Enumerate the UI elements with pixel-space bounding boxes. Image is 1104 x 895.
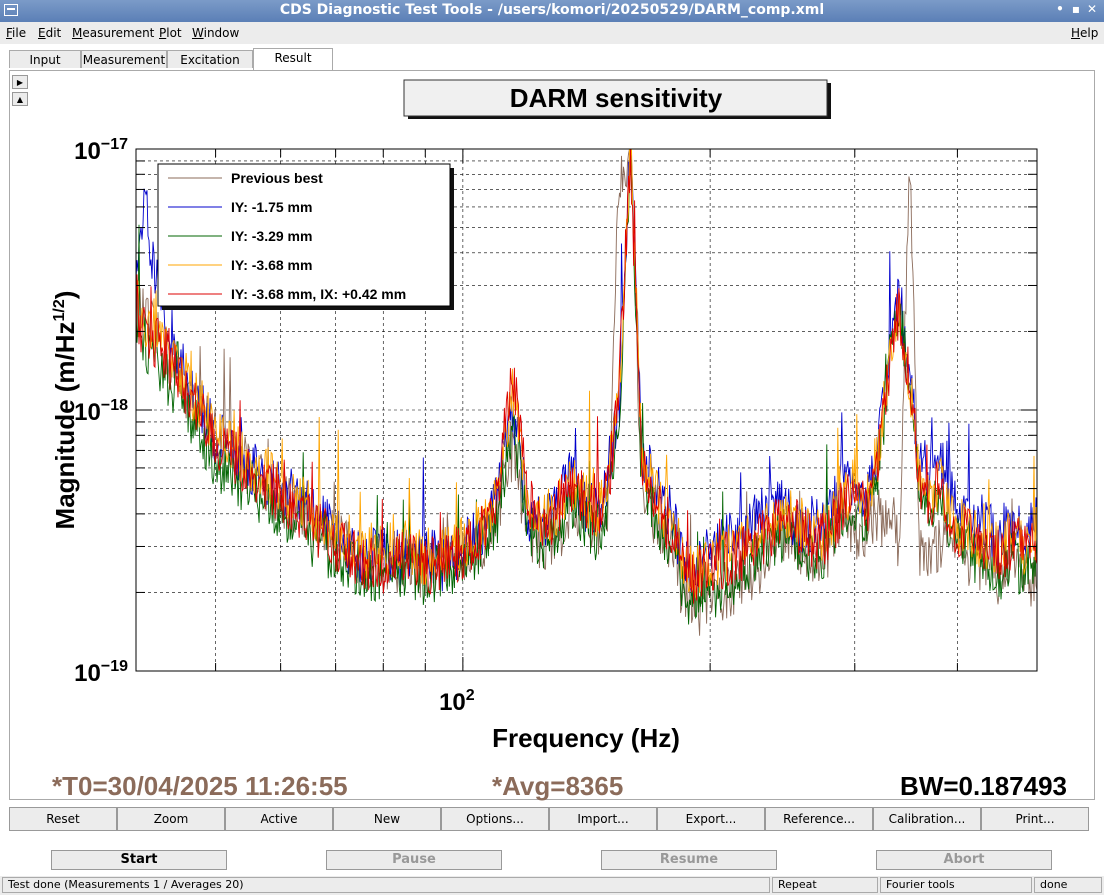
x-tick-label-exponent: 2 — [466, 687, 475, 704]
x-tick-label: 102 — [439, 687, 475, 716]
resume-button[interactable]: Resume — [601, 850, 777, 870]
tab-measurement[interactable]: Measurement — [81, 50, 167, 68]
menu-measurement[interactable]: Measurement — [72, 26, 155, 40]
title-box — [403, 79, 828, 117]
t0-label: *T0=30/04/2025 11:26:55 — [52, 771, 348, 801]
arrow-up-icon[interactable]: ▲ — [12, 92, 28, 106]
print-button[interactable]: Print... — [981, 807, 1089, 831]
minimize-icon[interactable]: • — [1056, 2, 1064, 16]
status-message: Test done (Measurements 1 / Averages 20) — [2, 877, 770, 893]
plot-series — [135, 148, 1038, 636]
menu-file[interactable]: File — [6, 26, 27, 40]
x-axis-label: Frequency (Hz) — [492, 723, 680, 753]
status-bar: Test done (Measurements 1 / Averages 20)… — [0, 876, 1104, 895]
close-icon[interactable]: ✕ — [1086, 2, 1098, 16]
abort-button[interactable]: Abort — [876, 850, 1052, 870]
y-tick-label-base: 10 — [74, 660, 101, 687]
export-button[interactable]: Export... — [657, 807, 765, 831]
window-menu-icon[interactable] — [4, 4, 18, 16]
menu-help[interactable]: Help — [1071, 26, 1099, 40]
window-titlebar[interactable]: CDS Diagnostic Test Tools - /users/komor… — [0, 0, 1104, 22]
reference-button[interactable]: Reference... — [765, 807, 873, 831]
status-repeat: Repeat — [772, 877, 878, 893]
plot-button-row: Reset Zoom Active New Options... Import.… — [9, 807, 1091, 831]
y-tick-label-exponent: −18 — [101, 397, 128, 414]
menu-plot[interactable]: Plot — [159, 26, 182, 40]
y-tick-label-exponent: −17 — [101, 136, 128, 153]
legend-label: IY: -1.75 mm — [231, 199, 312, 215]
y-axis-label: Magnitude (m/Hz1/2) — [50, 291, 80, 530]
legend-box — [157, 163, 451, 307]
menu-window[interactable]: Window — [192, 26, 240, 40]
window-title: CDS Diagnostic Test Tools - /users/komor… — [279, 2, 825, 18]
y-tick-label-base: 10 — [74, 138, 101, 165]
y-axis-label-text: Magnitude (m/Hz — [50, 321, 80, 529]
legend-label: IY: -3.68 mm, IX: +0.42 mm — [231, 286, 406, 302]
tab-excitation[interactable]: Excitation — [167, 50, 253, 68]
legend-label: IY: -3.29 mm — [231, 228, 312, 244]
tab-bar: Input Measurement Excitation Result — [0, 48, 1104, 70]
options-button[interactable]: Options... — [441, 807, 549, 831]
status-fourier: Fourier tools — [880, 877, 1032, 893]
menu-bar: File Edit Measurement Plot Window Help — [0, 22, 1104, 44]
legend-label: IY: -3.68 mm — [231, 257, 312, 273]
zoom-button[interactable]: Zoom — [117, 807, 225, 831]
x-tick-label-base: 10 — [439, 689, 466, 716]
active-button[interactable]: Active — [225, 807, 333, 831]
arrow-right-icon[interactable]: ▶ — [12, 75, 28, 89]
legend-label: Previous best — [231, 170, 323, 186]
y-axis-label-close: ) — [50, 291, 80, 300]
tab-input[interactable]: Input — [9, 50, 81, 68]
bw-label: BW=0.187493 — [900, 771, 1067, 801]
pause-button[interactable]: Pause — [326, 850, 502, 870]
menu-edit[interactable]: Edit — [38, 26, 62, 40]
y-tick-label: 10−18 — [74, 397, 128, 426]
y-tick-label: 10−19 — [74, 658, 128, 687]
y-tick-label-base: 10 — [74, 399, 101, 426]
chart-title: DARM sensitivity — [510, 83, 723, 113]
new-button[interactable]: New — [333, 807, 441, 831]
calibration-button[interactable]: Calibration... — [873, 807, 981, 831]
legend: Previous best IY: -1.75 mm IY: -3.29 mm IY:… — [157, 163, 454, 310]
avg-label: *Avg=8365 — [492, 771, 623, 801]
y-tick-label: 10−17 — [74, 136, 128, 165]
tab-result[interactable]: Result — [253, 48, 333, 70]
y-axis-label-exponent: 1/2 — [51, 299, 68, 321]
start-button[interactable]: Start — [51, 850, 227, 870]
reset-button[interactable]: Reset — [9, 807, 117, 831]
y-tick-label-exponent: −19 — [101, 658, 128, 675]
maximize-icon[interactable]: ▪ — [1071, 2, 1081, 16]
import-button[interactable]: Import... — [549, 807, 657, 831]
series-line — [135, 148, 1038, 604]
status-done: done — [1034, 877, 1102, 893]
